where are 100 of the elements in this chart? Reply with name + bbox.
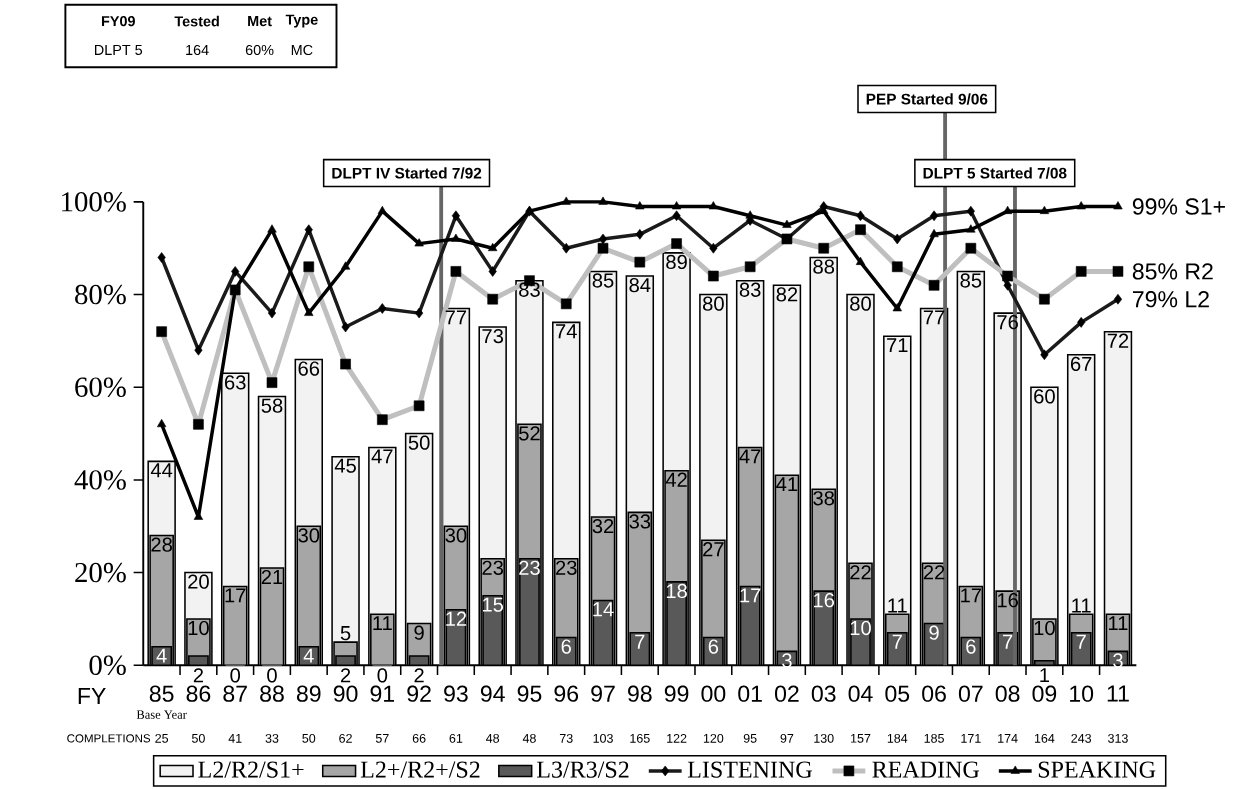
data-label: 63 bbox=[225, 375, 246, 390]
data-label: 67 bbox=[1070, 356, 1092, 371]
text: 185 bbox=[924, 733, 944, 743]
point bbox=[709, 242, 718, 254]
x-tick-label: 85 bbox=[149, 685, 174, 702]
x-tick-label: 87 bbox=[223, 685, 247, 702]
point bbox=[1039, 205, 1050, 214]
text: 165 bbox=[630, 733, 650, 743]
x-tick-label: 00 bbox=[701, 685, 726, 702]
data-label: 72 bbox=[1107, 333, 1129, 348]
data-label: 30 bbox=[298, 528, 320, 543]
text: 41 bbox=[228, 733, 242, 743]
point bbox=[488, 242, 498, 251]
data-label: 0 bbox=[230, 668, 241, 683]
x-tick-label: 06 bbox=[922, 685, 946, 702]
data-label: 16 bbox=[814, 592, 835, 608]
point bbox=[231, 265, 240, 277]
data-label: 4 bbox=[156, 648, 167, 663]
x-tick-label: 90 bbox=[333, 685, 358, 702]
point bbox=[635, 228, 644, 240]
data-label: 2 bbox=[193, 668, 203, 683]
data-label: 6 bbox=[966, 639, 976, 654]
legend-label: READING bbox=[872, 761, 980, 778]
data-label: 2 bbox=[340, 668, 351, 683]
legend-label: SPEAKING bbox=[1038, 761, 1156, 778]
data-label: 10 bbox=[188, 620, 209, 636]
text: Base Year bbox=[136, 710, 187, 719]
data-label: 0 bbox=[377, 668, 388, 683]
data-label: 28 bbox=[151, 537, 172, 552]
point bbox=[1003, 205, 1013, 214]
x-tick-label: 08 bbox=[995, 685, 1020, 702]
x-tick-label: 88 bbox=[260, 685, 284, 702]
data-label: 77 bbox=[445, 310, 467, 325]
data-label: 7 bbox=[892, 634, 902, 649]
text: 48 bbox=[486, 733, 500, 743]
text: Type bbox=[285, 14, 318, 28]
x-tick-label: 99 bbox=[664, 685, 689, 702]
point bbox=[488, 265, 497, 277]
data-label: 0 bbox=[267, 668, 277, 683]
x-tick-label: 02 bbox=[775, 685, 799, 702]
point bbox=[1077, 316, 1086, 328]
data-label: 88 bbox=[813, 259, 835, 274]
point bbox=[378, 303, 387, 314]
text: 171 bbox=[961, 733, 981, 743]
x-tick-label: 91 bbox=[370, 685, 395, 702]
x-tick-label: 07 bbox=[958, 685, 983, 702]
data-label: 85 bbox=[960, 273, 982, 288]
x-tick-label: 95 bbox=[517, 685, 542, 702]
point bbox=[856, 210, 865, 221]
data-label: 84 bbox=[629, 277, 651, 293]
point bbox=[855, 256, 866, 265]
x-tick-label: 86 bbox=[186, 685, 211, 702]
data-label: 71 bbox=[887, 338, 908, 352]
text: 60% bbox=[245, 44, 274, 55]
point bbox=[708, 201, 718, 210]
data-label: 66 bbox=[298, 361, 320, 376]
data-label: 22 bbox=[850, 565, 871, 580]
ref-line-label: DLPT 5 Started 7/08 bbox=[923, 167, 1067, 179]
data-label: 5 bbox=[340, 625, 351, 641]
legend-label: L2/R2/S1+ bbox=[198, 761, 304, 778]
data-label: 17 bbox=[225, 588, 246, 603]
text: 57 bbox=[375, 733, 389, 743]
text: 50 bbox=[191, 733, 205, 743]
data-label: 74 bbox=[556, 324, 577, 339]
legend-label: LISTENING bbox=[687, 761, 812, 778]
point bbox=[1040, 349, 1049, 360]
point bbox=[635, 201, 645, 210]
data-label: 23 bbox=[519, 560, 540, 575]
x-tick-label: 03 bbox=[811, 685, 836, 702]
text: 157 bbox=[851, 733, 871, 743]
data-label: 6 bbox=[561, 639, 571, 654]
point bbox=[929, 228, 939, 237]
data-label: 85 bbox=[592, 273, 614, 288]
text: 103 bbox=[593, 733, 613, 743]
annotation: 99% S1+ bbox=[1132, 198, 1225, 215]
point bbox=[157, 252, 166, 263]
text: 97 bbox=[780, 733, 794, 743]
point bbox=[1113, 201, 1123, 210]
text: Tested bbox=[174, 15, 219, 27]
x-tick-label: 93 bbox=[444, 685, 468, 702]
data-label: 16 bbox=[997, 592, 1018, 608]
text: 164 bbox=[1034, 733, 1055, 743]
text: 174 bbox=[998, 733, 1018, 743]
point bbox=[304, 224, 313, 235]
point bbox=[562, 242, 571, 254]
ref-line-label: PEP Started 9/06 bbox=[866, 93, 988, 105]
text: DLPT 5 bbox=[94, 44, 143, 55]
data-label: 27 bbox=[703, 541, 724, 557]
legend-label: L3/R3/S2 bbox=[536, 761, 629, 778]
text: COMPLETIONS bbox=[67, 734, 151, 743]
y-tick-label: 80% bbox=[75, 284, 126, 305]
data-label: 41 bbox=[776, 477, 798, 491]
data-label: 10 bbox=[850, 620, 871, 636]
x-tick-label: 11 bbox=[1107, 685, 1129, 702]
text: 130 bbox=[814, 733, 834, 743]
point bbox=[561, 196, 571, 205]
text: 25 bbox=[155, 733, 169, 743]
legend-label: L2+/R2+/S2 bbox=[360, 761, 480, 778]
text: 62 bbox=[339, 733, 352, 743]
data-label: 83 bbox=[739, 282, 761, 297]
